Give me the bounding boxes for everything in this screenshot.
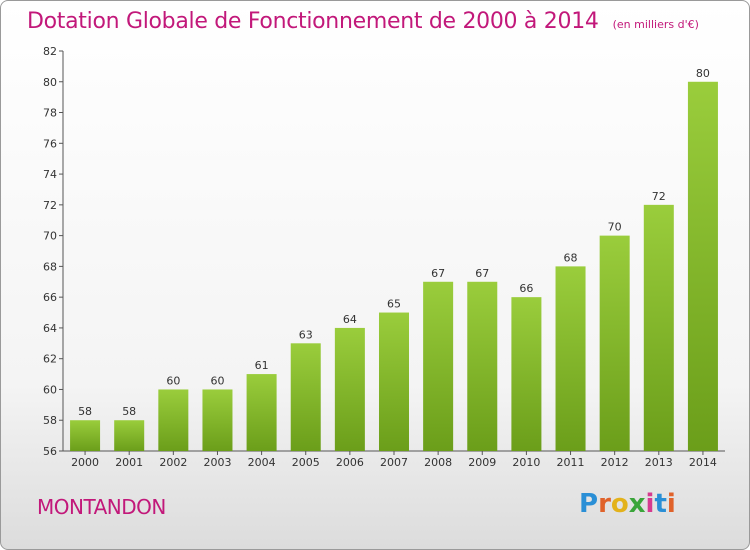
- y-tick-label: 68: [43, 260, 57, 273]
- x-tick-label: 2005: [292, 456, 320, 469]
- bar: [202, 389, 233, 451]
- bar: [687, 81, 718, 452]
- bar: [246, 374, 277, 451]
- y-tick-label: 76: [43, 137, 57, 150]
- x-tick-label: 2001: [115, 456, 143, 469]
- bar-value-label: 58: [122, 405, 136, 418]
- bar: [334, 327, 365, 451]
- bar-value-label: 80: [696, 67, 710, 80]
- bar: [643, 204, 674, 451]
- bar-value-label: 66: [519, 282, 533, 295]
- bar: [378, 312, 410, 451]
- y-tick-label: 72: [43, 199, 57, 212]
- bar: [423, 281, 454, 451]
- bar: [158, 389, 189, 451]
- chart-unit: (en milliers d'€): [612, 18, 699, 31]
- bar: [70, 420, 101, 451]
- y-tick-label: 70: [43, 230, 57, 243]
- x-tick-label: 2012: [601, 456, 629, 469]
- x-tick-label: 2009: [468, 456, 496, 469]
- logo-letter: i: [666, 489, 676, 519]
- bar-value-label: 67: [431, 267, 445, 280]
- bar-value-label: 70: [608, 221, 622, 234]
- bar-value-label: 63: [299, 328, 313, 341]
- x-tick-label: 2007: [380, 456, 408, 469]
- x-tick-label: 2004: [248, 456, 276, 469]
- logo-letter: o: [610, 489, 629, 519]
- bar-value-label: 58: [78, 405, 92, 418]
- x-tick-label: 2010: [512, 456, 540, 469]
- x-tick-label: 2013: [645, 456, 673, 469]
- bar-value-label: 67: [475, 267, 489, 280]
- y-tick-label: 56: [43, 445, 57, 458]
- y-tick-label: 62: [43, 353, 57, 366]
- axis-layer: 56 58 60 62 64 66 68 70 72 74 76 78 80 82 2000 2001 2002…: [43, 45, 725, 469]
- bar: [511, 297, 542, 451]
- logo-letter: P: [579, 489, 599, 519]
- bar: [114, 420, 145, 451]
- y-tick-label: 78: [43, 107, 57, 120]
- bar-value-label: 64: [343, 313, 357, 326]
- bar-value-label: 61: [255, 359, 269, 372]
- logo-letter: x: [628, 489, 646, 519]
- y-tick-label: 60: [43, 383, 57, 396]
- x-tick-label: 2006: [336, 456, 364, 469]
- y-tick-label: 80: [43, 76, 57, 89]
- proxiti-logo[interactable]: Proxiti: [579, 489, 676, 519]
- bar-value-label: 60: [166, 374, 180, 387]
- y-tick-label: 74: [43, 168, 57, 181]
- chart-title-text: Dotation Globale de Fonctionnement de 20…: [27, 9, 599, 34]
- bar: [599, 235, 630, 451]
- logo-letter: t: [654, 489, 667, 519]
- y-tick-label: 66: [43, 291, 57, 304]
- bar: [290, 343, 321, 451]
- chart-title: Dotation Globale de Fonctionnement de 20…: [27, 9, 699, 34]
- logo-letter: i: [645, 489, 655, 519]
- bar: [555, 266, 586, 451]
- y-tick-label: 64: [43, 322, 57, 335]
- x-tick-label: 2000: [71, 456, 99, 469]
- bar-value-label: 68: [564, 251, 578, 264]
- bar-value-label: 60: [210, 374, 224, 387]
- bar-value-label: 72: [652, 190, 666, 203]
- commune-name: MONTANDON: [37, 495, 166, 519]
- bar: [467, 281, 498, 451]
- bar-layer: 58 58 60 60 61 63 64 65 67 67 66 68 70 72 80: [70, 67, 718, 452]
- y-tick-label: 58: [43, 414, 57, 427]
- x-tick-label: 2011: [557, 456, 585, 469]
- x-tick-label: 2002: [159, 456, 187, 469]
- x-tick-label: 2008: [424, 456, 452, 469]
- logo-letter: r: [598, 489, 611, 519]
- bar-value-label: 65: [387, 298, 401, 311]
- x-tick-label: 2003: [203, 456, 231, 469]
- y-tick-label: 82: [43, 45, 57, 58]
- x-tick-label: 2014: [689, 456, 717, 469]
